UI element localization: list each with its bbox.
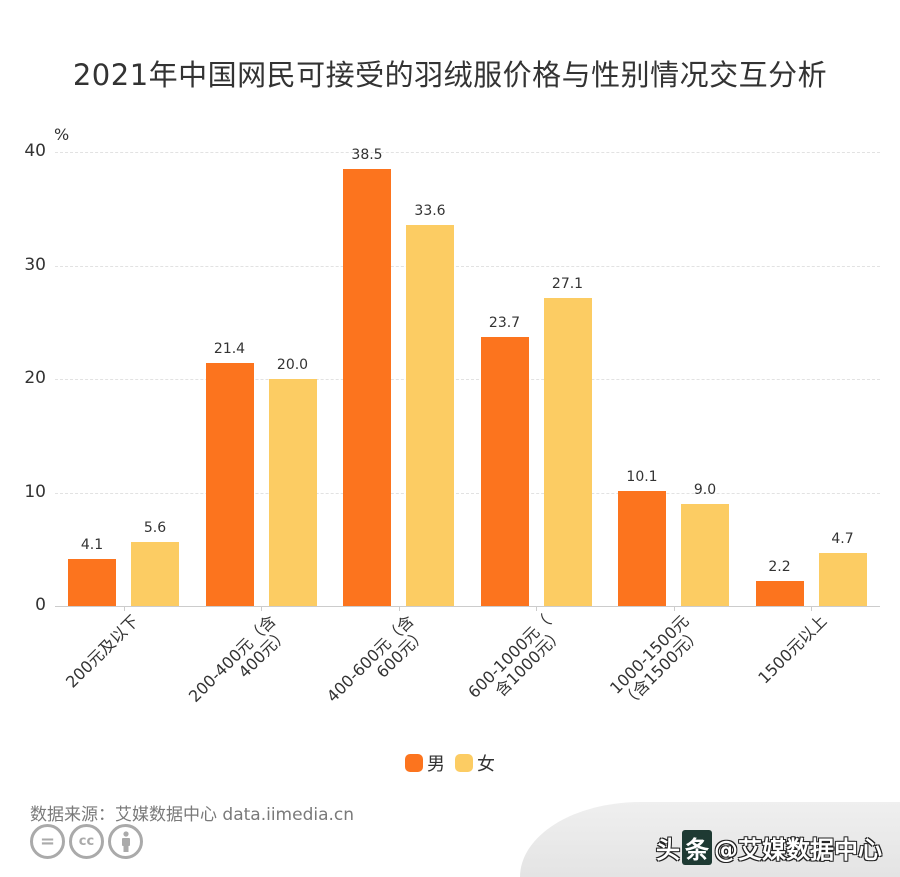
bar-female[interactable]	[818, 552, 867, 606]
bar-value-label: 9.0	[693, 481, 717, 498]
legend-swatch-female	[455, 754, 473, 772]
data-source: 数据来源：艾媒数据中心 data.iimedia.cn	[30, 805, 355, 825]
x-tick-mark	[811, 606, 813, 611]
x-tick-mark	[398, 606, 400, 611]
legend: 男 女	[0, 750, 900, 776]
grid-line	[55, 152, 880, 153]
y-tick-label: 40	[24, 141, 46, 161]
bar-male[interactable]	[68, 559, 116, 606]
x-tick-label: 1000-1500元 （含1500元）	[606, 611, 706, 712]
bar-female[interactable]	[131, 542, 179, 606]
y-axis-unit: %	[54, 125, 70, 144]
bar-value-label: 21.4	[213, 341, 246, 358]
bar-value-label: 38.5	[351, 147, 383, 164]
grid-line	[55, 492, 880, 494]
watermark-text: @艾媒数据中心	[714, 836, 882, 864]
x-axis-line	[55, 606, 880, 607]
bar-value-label: 20.0	[276, 357, 309, 373]
legend-item-female[interactable]: 女	[455, 750, 495, 776]
x-tick-mark	[536, 606, 538, 611]
watermark: 头 条 @艾媒数据中心	[656, 830, 882, 865]
legend-item-male[interactable]: 男	[405, 750, 445, 776]
y-tick-label: 0	[35, 595, 46, 615]
bar-value-label: 4.7	[831, 530, 854, 547]
bar-value-label: 5.6	[143, 520, 167, 537]
bar-male[interactable]	[343, 169, 391, 606]
bar-male[interactable]	[755, 581, 804, 606]
chart-title: 2021年中国网民可接受的羽绒服价格与性别情况交互分析	[72, 58, 828, 92]
watermark-prefix: 头	[656, 836, 680, 864]
license-icons: = cc	[30, 824, 143, 859]
grid-line	[55, 379, 880, 380]
bar-male[interactable]	[480, 337, 529, 606]
bar-value-label: 33.6	[414, 202, 446, 219]
bar-value-label: 2.2	[768, 559, 791, 576]
legend-swatch-male	[405, 754, 423, 772]
x-tick-mark	[673, 606, 675, 611]
watermark-box: 条	[682, 830, 712, 865]
x-tick-label: 200-400元（含 400元）	[185, 611, 293, 706]
bar-female[interactable]	[268, 379, 317, 606]
x-tick-label: 400-600元（含 600元）	[322, 611, 431, 706]
attribution-person-icon	[108, 824, 143, 859]
x-tick-mark	[261, 606, 263, 611]
x-tick-label: 1500元以上	[753, 611, 830, 688]
y-tick-label: 20	[24, 368, 46, 388]
bar-female[interactable]	[543, 298, 592, 606]
x-tick-mark	[123, 606, 125, 611]
bar-value-label: 10.1	[626, 469, 658, 486]
x-tick-label: 600-1000元（ 含1000元）	[464, 611, 568, 702]
bar-male[interactable]	[618, 491, 666, 606]
bar-value-label: 4.1	[80, 537, 104, 554]
y-tick-label: 10	[24, 481, 46, 502]
no-derivatives-icon: =	[30, 824, 65, 859]
bar-male[interactable]	[205, 363, 254, 606]
bar-female[interactable]	[406, 224, 454, 606]
legend-label-male: 男	[427, 754, 445, 775]
x-tick-label: 200元及以下	[62, 611, 143, 692]
grid-line	[55, 265, 880, 267]
bar-female[interactable]	[681, 503, 729, 606]
legend-label-female: 女	[477, 754, 495, 775]
creative-commons-icon: cc	[69, 824, 104, 859]
y-tick-label: 30	[24, 254, 46, 275]
bar-value-label: 27.1	[551, 276, 584, 293]
bar-value-label: 23.7	[488, 315, 521, 331]
